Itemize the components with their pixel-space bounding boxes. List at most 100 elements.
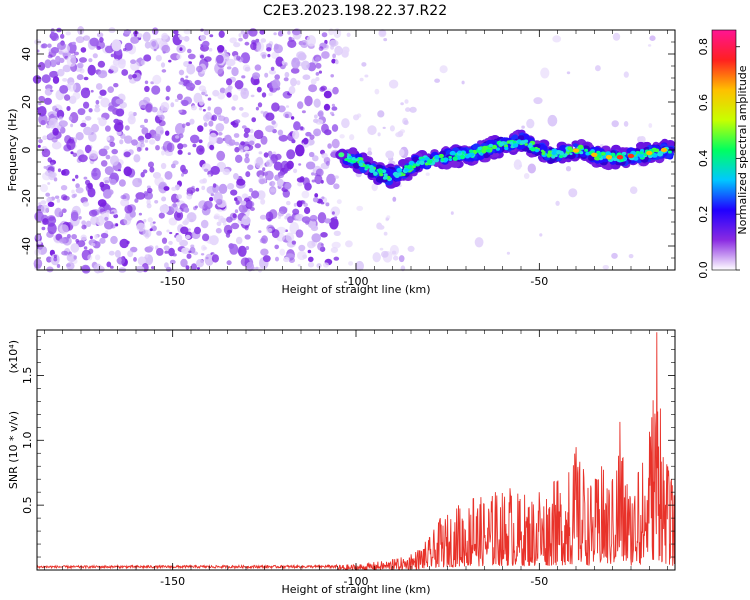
spectrogram-speckle [104,166,114,176]
spectrogram-speckle [237,245,247,257]
spectrogram-y-label: Frequency (Hz) [6,109,19,192]
spectrogram-speckle [158,120,166,127]
spectrogram-speckle [61,169,66,176]
spectrogram-speckle [297,181,303,187]
spectrogram-y-tick-label: -20 [20,189,33,207]
signal-blob [420,164,426,169]
spectrogram-speckle [71,189,75,194]
spectrogram-speckle [83,246,88,250]
spectrogram-speckle [181,99,189,107]
spectrogram-speckle [361,62,367,67]
spectrogram-speckle [292,208,300,215]
spectrogram-speckle [100,232,109,239]
spectrogram-speckle [283,168,288,174]
spectrogram-speckle [341,118,350,129]
spectrogram-speckle [317,212,327,224]
spectrogram-speckle [187,48,192,54]
spectrogram-speckle [198,85,206,92]
spectrogram-speckle [302,74,311,80]
spectrogram-speckle [434,78,440,83]
spectrogram-speckle [94,234,98,240]
spectrogram-speckle [234,119,241,124]
spectrogram-speckle [87,182,93,189]
spectrogram-speckle [290,77,297,87]
spectrogram-speckle [333,183,340,190]
spectrogram-speckle [75,36,85,44]
spectrogram-speckle [91,243,96,247]
spectrogram-speckle [196,65,203,73]
spectrogram-speckle [143,54,152,62]
spectrogram-speckle [223,224,233,235]
spectrogram-speckle [244,225,249,231]
spectrogram-speckle [151,40,157,47]
colorbar-tick-label: 0.6 [697,94,710,112]
spectrogram-speckle [638,136,646,143]
spectrogram-speckle [48,171,57,178]
spectrogram-speckle [310,225,319,232]
spectrogram-speckle [151,266,155,270]
spectrogram-speckle [256,190,266,200]
spectrogram-speckle [91,123,99,133]
spectrogram-speckle [98,148,108,157]
spectrogram-speckle [309,134,315,140]
signal-blob [355,158,359,162]
spectrogram-speckle [320,232,328,238]
spectrogram-speckle [348,261,354,266]
snr-y-label: SNR (10 * v/v) [7,411,20,489]
spectrogram-speckle [134,198,139,203]
spectrogram-speckle [62,64,72,73]
spectrogram-speckle [85,220,92,227]
spectrogram-speckle [89,235,93,240]
signal-blob [601,152,606,156]
spectrogram-speckle [144,41,151,49]
spectrogram-speckle [190,244,195,248]
spectrogram-speckle [161,44,171,54]
signal-blob [541,152,546,156]
spectrogram-speckle [185,75,189,79]
spectrogram-speckle [305,161,316,170]
spectrogram-speckle [45,192,51,197]
spectrogram-speckle [261,54,267,59]
spectrogram-speckle [121,69,129,76]
spectrogram-speckle [377,110,385,118]
signal-blob [594,156,600,161]
spectrogram-speckle [182,123,186,129]
spectrogram-speckle [111,148,118,155]
spectrogram-speckle [405,107,411,112]
spectrogram-speckle [178,69,185,76]
spectrogram-speckle [218,183,228,194]
spectrogram-speckle [116,256,126,265]
signal-blob [504,146,509,151]
spectrogram-speckle [203,168,209,172]
spectrogram-speckle [73,51,79,56]
spectrogram-speckle [214,62,224,75]
spectrogram-speckle [212,183,217,188]
signal-blob [558,154,564,159]
spectrogram-speckle [147,217,153,223]
spectrogram-speckle [250,207,255,211]
spectrogram-speckle [293,168,298,174]
spectrogram-speckle [328,28,334,36]
spectrogram-speckle [46,256,52,263]
spectrogram-speckle [231,106,236,111]
spectrogram-speckle [264,72,269,78]
spectrogram-speckle [109,141,116,147]
spectrogram-speckle [47,222,57,235]
spectrogram-speckle [104,45,114,54]
spectrogram-speckle [301,216,311,224]
spectrogram-speckle [70,243,80,253]
spectrogram-speckle [163,186,170,191]
spectrogram-speckle [233,133,240,138]
spectrogram-speckle [37,240,42,245]
spectrogram-speckle [286,160,294,170]
spectrogram-speckle [90,215,99,226]
spectrogram-speckle [130,36,140,44]
spectrogram-speckle [216,150,226,161]
spectrogram-speckle [629,186,638,194]
spectrogram-speckle [207,97,212,101]
spectrogram-speckle [226,260,232,266]
spectrogram-speckle [320,85,328,91]
spectrogram-speckle [293,121,301,131]
signal-blob [383,175,388,180]
